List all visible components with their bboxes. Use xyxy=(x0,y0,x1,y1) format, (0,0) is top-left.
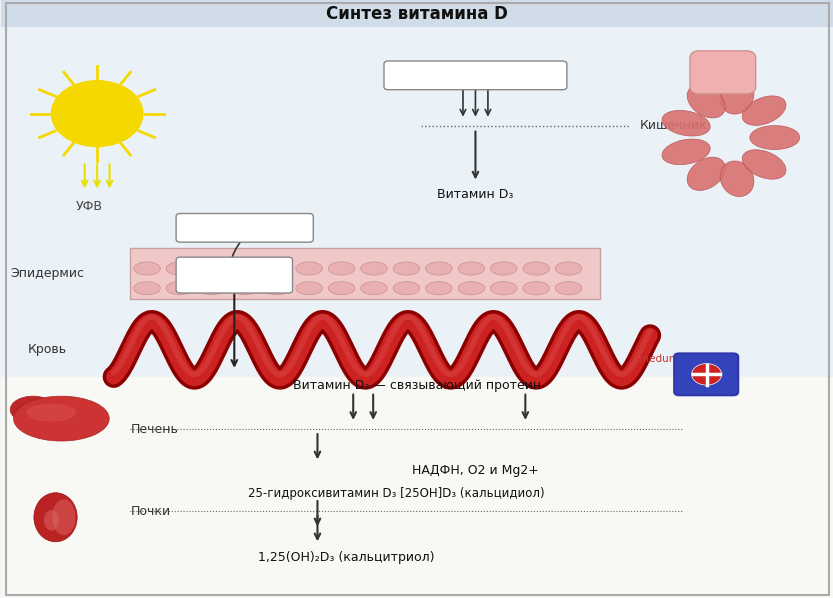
Ellipse shape xyxy=(13,396,109,441)
Text: НАДФН, О2 и Mg2+: НАДФН, О2 и Mg2+ xyxy=(412,463,539,477)
Text: УФВ: УФВ xyxy=(75,200,102,213)
Text: Эпидермис: Эпидермис xyxy=(10,267,84,280)
Text: Кишечник: Кишечник xyxy=(640,119,708,132)
Ellipse shape xyxy=(720,161,754,197)
Ellipse shape xyxy=(52,499,76,535)
Ellipse shape xyxy=(296,262,322,275)
Text: 1,25(OH)₂D₃ (кальцитриол): 1,25(OH)₂D₃ (кальцитриол) xyxy=(258,551,435,565)
Ellipse shape xyxy=(198,282,225,295)
Ellipse shape xyxy=(134,282,160,295)
Ellipse shape xyxy=(198,262,225,275)
Ellipse shape xyxy=(134,262,160,275)
FancyBboxPatch shape xyxy=(2,0,833,27)
Text: Провитамин D₃
+ Витамин: Провитамин D₃ + Витамин xyxy=(192,264,276,286)
FancyBboxPatch shape xyxy=(690,51,756,94)
Ellipse shape xyxy=(687,85,726,118)
Ellipse shape xyxy=(491,282,517,295)
Ellipse shape xyxy=(720,78,754,114)
FancyBboxPatch shape xyxy=(2,377,833,598)
Ellipse shape xyxy=(166,282,192,295)
Ellipse shape xyxy=(328,282,355,295)
Ellipse shape xyxy=(166,262,192,275)
Ellipse shape xyxy=(742,150,786,179)
Text: Синтез витамина D: Синтез витамина D xyxy=(327,5,508,23)
FancyBboxPatch shape xyxy=(2,27,833,377)
Text: Витамин D₃: Витамин D₃ xyxy=(437,188,514,201)
Ellipse shape xyxy=(687,157,726,190)
Ellipse shape xyxy=(231,282,257,295)
Text: Поступление с пищей: Поступление с пищей xyxy=(407,69,544,82)
Ellipse shape xyxy=(556,262,582,275)
Ellipse shape xyxy=(662,111,711,136)
Ellipse shape xyxy=(523,282,550,295)
Circle shape xyxy=(52,81,142,147)
Text: 7-дегидрохолестерин: 7-дегидрохолестерин xyxy=(185,223,305,233)
Ellipse shape xyxy=(523,262,550,275)
Ellipse shape xyxy=(426,282,452,295)
Text: 25-гидроксивитамин D₃ [25OH]D₃ (кальцидиол): 25-гидроксивитамин D₃ [25OH]D₃ (кальциди… xyxy=(248,487,545,501)
Ellipse shape xyxy=(458,282,485,295)
Ellipse shape xyxy=(27,404,77,422)
Ellipse shape xyxy=(263,282,290,295)
Text: Кровь: Кровь xyxy=(27,343,67,356)
Ellipse shape xyxy=(750,126,800,150)
Ellipse shape xyxy=(426,262,452,275)
Ellipse shape xyxy=(34,493,77,542)
Ellipse shape xyxy=(263,262,290,275)
Ellipse shape xyxy=(296,282,322,295)
Ellipse shape xyxy=(556,282,582,295)
Ellipse shape xyxy=(361,262,387,275)
Ellipse shape xyxy=(662,139,711,164)
FancyBboxPatch shape xyxy=(176,213,313,242)
Ellipse shape xyxy=(44,509,59,531)
Ellipse shape xyxy=(491,262,517,275)
Text: Витамин D₃ — связывающий протеин: Витамин D₃ — связывающий протеин xyxy=(293,379,541,392)
Ellipse shape xyxy=(458,262,485,275)
FancyBboxPatch shape xyxy=(384,61,567,90)
Ellipse shape xyxy=(393,282,420,295)
Ellipse shape xyxy=(10,396,56,423)
FancyBboxPatch shape xyxy=(131,248,601,299)
Ellipse shape xyxy=(328,262,355,275)
Ellipse shape xyxy=(361,282,387,295)
FancyBboxPatch shape xyxy=(674,353,738,395)
Circle shape xyxy=(691,364,721,385)
Ellipse shape xyxy=(231,262,257,275)
Text: meduniver.com: meduniver.com xyxy=(639,354,720,364)
Ellipse shape xyxy=(393,262,420,275)
Ellipse shape xyxy=(742,96,786,126)
Text: Почки: Почки xyxy=(131,505,171,518)
Text: Печень: Печень xyxy=(131,423,178,436)
FancyBboxPatch shape xyxy=(176,257,292,293)
